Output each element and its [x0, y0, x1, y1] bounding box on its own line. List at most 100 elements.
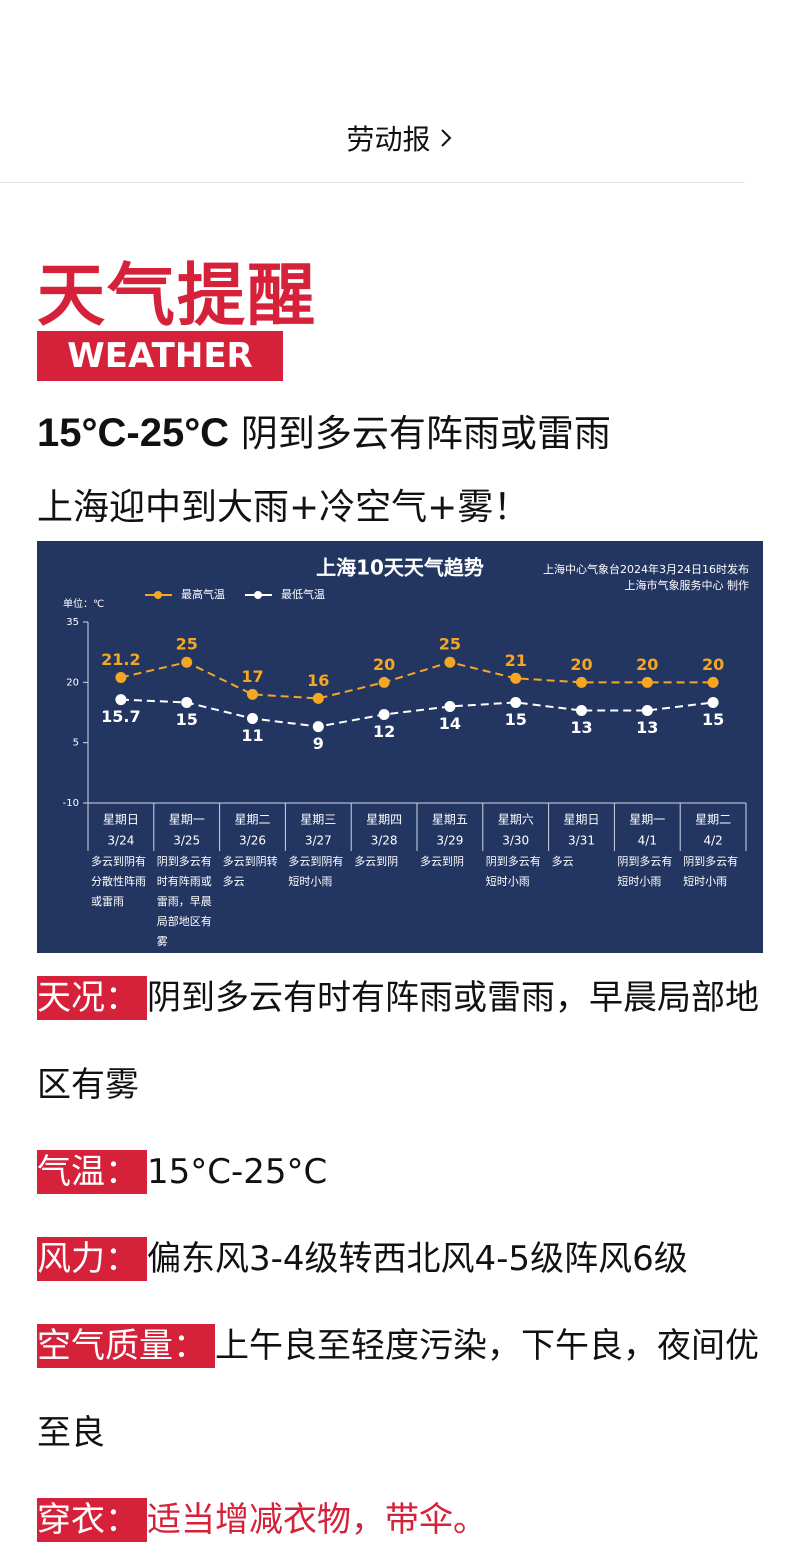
legend-label: 最低气温: [281, 587, 325, 601]
data-label: 9: [313, 734, 324, 753]
chart-background: [37, 541, 763, 953]
data-label: 20: [702, 655, 724, 674]
chart: 上海10天天气趋势 上海中心气象台2024年3月24日16时发布上海市气象服务中心…: [37, 541, 763, 953]
detail-label: 空气质量：: [37, 1324, 215, 1368]
data-point: [247, 688, 258, 700]
headline-range: 15°C-25°C: [37, 411, 230, 455]
y-tick-label: 35: [66, 617, 79, 628]
header[interactable]: 劳动报: [0, 118, 800, 158]
data-label: 21: [505, 651, 527, 670]
data-label: 16: [307, 671, 329, 690]
badge: WEATHER: [37, 331, 283, 381]
source-name[interactable]: 劳动报: [346, 123, 431, 156]
x-tick-label: 3/28: [371, 834, 398, 848]
weather-description: 阴到多云有时有阵雨或雷雨，早晨局部地区有雾: [156, 855, 212, 948]
detail-text: 上午良至轻度污染，下午良，夜间优至良: [37, 1326, 759, 1453]
data-label: 13: [570, 718, 592, 737]
detail-text: 偏东风3-4级转西北风4-5级阵风6级: [147, 1239, 688, 1279]
data-point: [247, 713, 258, 725]
data-point: [510, 696, 522, 708]
data-label: 15: [176, 710, 198, 729]
detail-row: 空气质量： 上午良至轻度污染，下午良，夜间优至良: [37, 1303, 763, 1477]
weekday-label: 星期二: [234, 813, 270, 827]
legend-dot: [154, 591, 162, 599]
data-point: [576, 676, 587, 688]
y-tick-label: 20: [66, 677, 79, 688]
chart-source: 上海市气象服务中心 制作: [625, 578, 750, 592]
detail-row: 气温： 15°C-25°C: [37, 1129, 763, 1216]
data-label: 12: [373, 722, 395, 741]
data-point: [707, 676, 719, 688]
data-label: 20: [636, 655, 658, 674]
data-label: 11: [241, 726, 263, 745]
weather-description: 多云到阴有短时小雨: [288, 855, 344, 888]
data-point: [181, 696, 193, 708]
weather-description: 阴到多云有短时小雨: [617, 855, 673, 888]
weekday-label: 星期六: [498, 813, 534, 827]
data-point: [510, 672, 522, 684]
data-label: 25: [439, 635, 461, 654]
data-point: [378, 676, 390, 688]
weather-description: 多云到阴: [420, 855, 464, 868]
data-point: [312, 692, 324, 704]
y-tick-label: -10: [63, 798, 79, 809]
detail-row: 天况： 阴到多云有时有阵雨或雷雨，早晨局部地区有雾: [37, 955, 763, 1129]
x-tick-label: 3/30: [502, 834, 529, 848]
data-label: 25: [176, 635, 198, 654]
weather-description: 多云到阴转多云: [222, 855, 278, 888]
article-title: 天气提醒: [37, 257, 318, 336]
unit-label: 单位：℃: [63, 597, 104, 610]
headline-summary: 阴到多云有阵雨或雷雨: [240, 412, 611, 455]
weather-description: 阴到多云有短时小雨: [683, 855, 739, 888]
weekday-label: 星期五: [432, 813, 468, 827]
detail-text: 适当增减衣物，带伞。: [147, 1500, 487, 1540]
detail-row: 穿衣： 适当增减衣物，带伞。: [37, 1477, 763, 1564]
weekday-label: 星期日: [563, 813, 599, 827]
detail-text: 15°C-25°C: [147, 1152, 328, 1192]
legend-dot: [254, 591, 262, 599]
data-point: [641, 676, 653, 688]
data-point: [576, 704, 587, 716]
weekday-label: 星期一: [629, 813, 665, 827]
x-tick-label: 3/25: [173, 834, 200, 848]
data-label: 14: [439, 714, 461, 733]
x-tick-label: 3/29: [436, 834, 463, 848]
weekday-label: 星期三: [300, 813, 336, 827]
detail-label: 穿衣：: [37, 1498, 147, 1542]
data-point: [707, 696, 719, 708]
detail-label: 风力：: [37, 1237, 147, 1281]
x-tick-label: 4/2: [703, 834, 722, 848]
detail-row: 风力： 偏东风3-4级转西北风4-5级阵风6级: [37, 1216, 763, 1303]
detail-label: 天况：: [37, 976, 147, 1020]
series-line: [120, 661, 714, 700]
data-label: 20: [570, 655, 592, 674]
data-label: 21.2: [101, 650, 140, 669]
weekday-label: 星期二: [695, 813, 731, 827]
series-line: [120, 698, 714, 728]
data-point: [181, 656, 193, 668]
data-label: 15: [505, 710, 527, 729]
data-point: [115, 672, 127, 684]
data-point: [444, 700, 456, 712]
data-label: 13: [636, 718, 658, 737]
x-tick-label: 4/1: [638, 834, 657, 848]
weather-description: 多云: [551, 855, 574, 868]
headline: 15°C-25°C 阴到多云有阵雨或雷雨: [37, 403, 611, 457]
data-point: [641, 704, 653, 716]
data-point: [378, 709, 390, 721]
chevron-icon: [441, 129, 452, 147]
legend-label: 最高气温: [181, 587, 225, 601]
weather-description: 多云到阴有分散性阵雨或雷雨: [91, 855, 146, 908]
headline-subtitle: 上海迎中到大雨+冷空气+雾！: [37, 487, 530, 528]
details: 天况： 阴到多云有时有阵雨或雷雨，早晨局部地区有雾 气温： 15°C-25°C 风力：偏…: [37, 955, 763, 1564]
chart-title: 上海10天天气趋势: [316, 556, 484, 580]
data-label: 15: [702, 710, 724, 729]
x-tick-label: 3/24: [107, 834, 134, 848]
chart-panel: 上海10天天气趋势 上海中心气象台2024年3月24日16时发布 上海市气象服务中心…: [37, 541, 763, 953]
x-tick-label: 3/31: [568, 834, 595, 848]
data-point: [312, 721, 324, 733]
data-label: 20: [373, 655, 395, 674]
divider: [0, 182, 745, 183]
data-label: 15.7: [101, 707, 140, 726]
detail-label: 气温：: [37, 1150, 147, 1194]
